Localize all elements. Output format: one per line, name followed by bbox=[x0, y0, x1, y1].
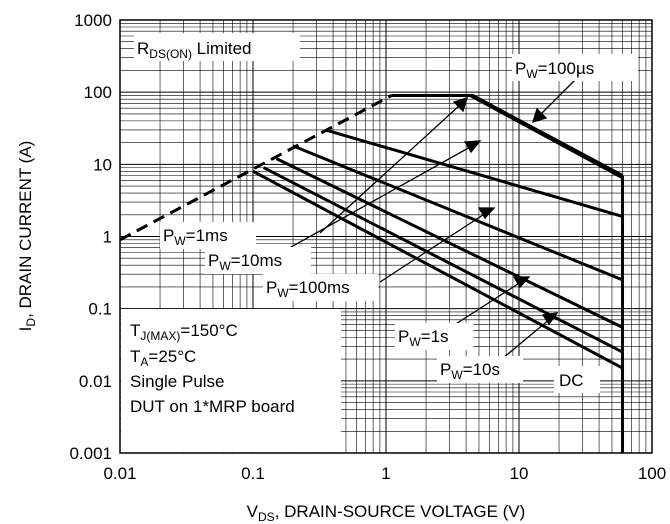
curve-pw-1ms bbox=[391, 94, 624, 180]
annotation-arrows bbox=[274, 79, 576, 364]
label-pw-1s: PW=1s bbox=[395, 323, 473, 350]
label-pw-100ms: PW=100ms bbox=[263, 274, 378, 301]
y-tick-label: 100 bbox=[84, 83, 112, 102]
label-pw-10s: PW=10s bbox=[437, 356, 523, 383]
curve-pw-1s bbox=[275, 157, 624, 329]
y-tick-label: 10 bbox=[93, 155, 112, 174]
svg-text:RDS(ON) Limited: RDS(ON) Limited bbox=[137, 39, 251, 61]
condition-tj: TJ(MAX)=150°C bbox=[130, 321, 238, 343]
plot-frame bbox=[119, 19, 653, 454]
svg-text:PW=10s: PW=10s bbox=[440, 360, 500, 382]
curve-dc bbox=[252, 169, 624, 370]
x-tick-label: 0.01 bbox=[103, 464, 136, 483]
condition-pulse: Single Pulse bbox=[130, 372, 225, 391]
y-axis-title: ID, DRAIN CURRENT (A) bbox=[16, 141, 38, 332]
label-pw-1ms: PW=1ms bbox=[160, 222, 256, 249]
curve-pw-100ms bbox=[292, 144, 624, 282]
x-tick-label: 10 bbox=[510, 464, 529, 483]
svg-text:PW=1s: PW=1s bbox=[398, 327, 449, 349]
x-tick-label: 1 bbox=[381, 464, 390, 483]
x-tick-label: 0.1 bbox=[241, 464, 265, 483]
label-pw-100us: PW=100µs bbox=[512, 54, 638, 81]
y-tick-label: 0.001 bbox=[69, 444, 112, 463]
svg-text:DC: DC bbox=[559, 371, 584, 390]
conditions-box: TJ(MAX)=150°C TA=25°C Single Pulse DUT o… bbox=[121, 309, 341, 452]
condition-board: DUT on 1*MRP board bbox=[130, 397, 295, 416]
y-tick-label: 1000 bbox=[74, 11, 112, 30]
curve-pw-10s bbox=[262, 166, 624, 354]
label-pw-10ms: PW=10ms bbox=[205, 247, 311, 274]
x-tick-label: 100 bbox=[638, 464, 666, 483]
svg-text:PW=1ms: PW=1ms bbox=[163, 226, 228, 248]
label-dc: DC bbox=[554, 366, 600, 393]
svg-text:PW=100ms: PW=100ms bbox=[266, 278, 350, 300]
condition-ta: TA=25°C bbox=[130, 347, 196, 369]
x-axis-title: VDS, DRAIN-SOURCE VOLTAGE (V) bbox=[247, 502, 526, 524]
soa-curves bbox=[119, 94, 624, 453]
y-tick-label: 1 bbox=[103, 228, 112, 247]
curve-rds-on-limited bbox=[119, 94, 393, 242]
label-rds-on: RDS(ON) Limited bbox=[134, 33, 300, 61]
curve-pw-10ms bbox=[324, 128, 623, 218]
y-tick-label: 0.01 bbox=[79, 372, 112, 391]
svg-text:PW=100µs: PW=100µs bbox=[515, 59, 594, 81]
y-tick-label: 0.1 bbox=[88, 300, 112, 319]
svg-text:PW=10ms: PW=10ms bbox=[208, 251, 282, 273]
